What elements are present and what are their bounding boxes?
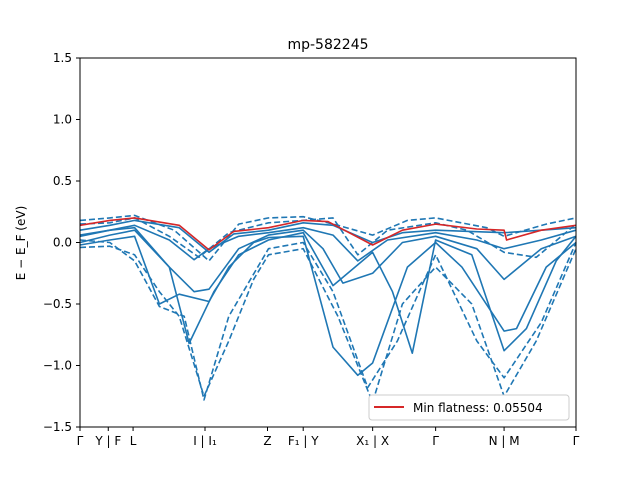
x-tick-label: F₁ | Y: [288, 434, 319, 448]
x-ticks: Γ Y | F L I | I₁ Z F₁ | Y X₁ | X Γ N | M Γ: [77, 427, 580, 448]
x-tick-label: Γ: [432, 434, 439, 448]
plot-frame: [79, 57, 577, 428]
y-ticks: −1.5 −1.0 −0.5 0.0 0.5 1.0 1.5: [43, 51, 80, 434]
y-tick-label: −1.0: [43, 359, 72, 373]
bands-group: [79, 214, 577, 404]
y-axis-label: E − E_F (eV): [14, 206, 28, 281]
band-line-dashed: [79, 239, 577, 401]
band-line-dashed: [79, 217, 577, 259]
x-tick-label: Y | F: [94, 434, 121, 448]
band-line: [79, 226, 577, 354]
x-tick-label: Z: [263, 434, 271, 448]
legend: Min flatness: 0.05504: [368, 394, 570, 421]
y-tick-label: 1.5: [53, 51, 72, 65]
band-line: [79, 235, 577, 377]
y-tick-label: −0.5: [43, 297, 72, 311]
x-tick-label: Γ: [77, 434, 84, 448]
flat-band-line: [79, 217, 577, 251]
x-tick-label: N | M: [489, 434, 520, 448]
x-tick-label: L: [130, 434, 137, 448]
band-line: [79, 219, 577, 254]
band-line: [79, 224, 577, 262]
x-tick-label: X₁ | X: [356, 434, 389, 448]
y-tick-label: 0.0: [53, 236, 72, 250]
legend-box: [368, 394, 570, 421]
chart-title: mp-582245: [287, 37, 368, 53]
y-tick-label: 0.5: [53, 174, 72, 188]
y-tick-label: 1.0: [53, 113, 72, 127]
legend-label: Min flatness: 0.05504: [413, 401, 543, 415]
x-tick-label: I | I₁: [193, 434, 217, 448]
y-tick-label: −1.5: [43, 420, 72, 434]
band-line-dashed: [79, 245, 577, 404]
x-tick-label: Γ: [573, 434, 580, 448]
